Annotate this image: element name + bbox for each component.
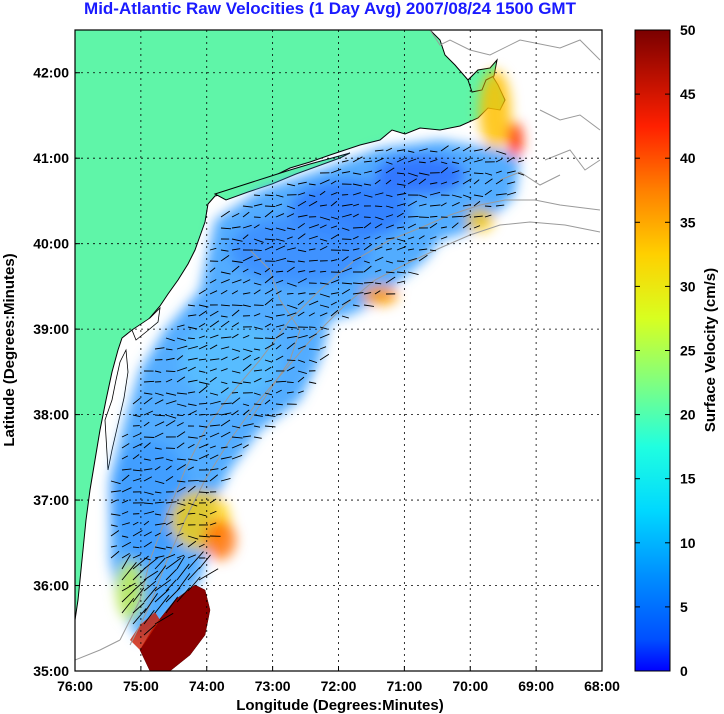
y-tick-label: 39:00: [33, 321, 69, 337]
y-axis: 35:00 36:00 37:00 38:00 39:00 40:00 41:00 42:00: [33, 65, 80, 679]
colorbar-tick-label: 50: [680, 22, 696, 38]
x-tick-label: 75:00: [123, 678, 159, 694]
colorbar-tick-label: 10: [680, 535, 696, 551]
x-tick-label: 71:00: [386, 678, 422, 694]
colorbar-tick-label: 0: [680, 663, 688, 679]
chesapeake-bay: [104, 348, 129, 471]
colorbar: [634, 29, 671, 672]
long-island: [213, 152, 351, 201]
colorbar-tick-label: 35: [680, 214, 696, 230]
x-axis-title: Longitude (Degrees:Minutes): [236, 697, 444, 714]
colorbar-tick-label: 5: [680, 599, 688, 615]
y-tick-label: 38:00: [33, 407, 69, 423]
colorbar-tick-label: 40: [680, 150, 696, 166]
x-tick-label: 70:00: [452, 678, 488, 694]
velocity-vectors: [110, 145, 525, 636]
y-tick-label: 40:00: [33, 236, 69, 252]
colorbar-tick-label: 30: [680, 278, 696, 294]
delaware-bay: [131, 306, 161, 341]
x-tick-label: 68:00: [584, 678, 620, 694]
y-tick-label: 35:00: [33, 663, 69, 679]
bathymetry-contours: [75, 30, 601, 661]
y-tick-label: 41:00: [33, 150, 69, 166]
y-axis-title: Latitude (Degrees:Minutes): [1, 253, 18, 446]
hatteras-jet: [139, 584, 211, 671]
colorbar-tick-label: 20: [680, 407, 696, 423]
x-tick-label: 69:00: [518, 678, 554, 694]
colorbar-ticks: 0 5 10 15 20 25 30 35 40 45 50: [635, 22, 696, 679]
colorbar-tick-label: 25: [680, 343, 696, 359]
colorbar-tick-label: 45: [680, 86, 696, 102]
x-tick-label: 73:00: [255, 678, 291, 694]
colorbar-tick-label: 15: [680, 471, 696, 487]
colorbar-title: Surface Velocity (cm/s): [702, 268, 719, 432]
x-axis: 76:00 75:00 74:00 73:00 72:00 71:00 70:00 69:00…: [57, 666, 620, 694]
y-tick-label: 37:00: [33, 492, 69, 508]
x-tick-label: 76:00: [57, 678, 93, 694]
grid-lines: [75, 30, 602, 671]
y-tick-label: 36:00: [33, 578, 69, 594]
x-tick-label: 72:00: [321, 678, 357, 694]
chart-title: Mid-Atlantic Raw Velocities (1 Day Avg) …: [84, 0, 576, 18]
y-tick-label: 42:00: [33, 65, 69, 81]
x-tick-label: 74:00: [189, 678, 225, 694]
